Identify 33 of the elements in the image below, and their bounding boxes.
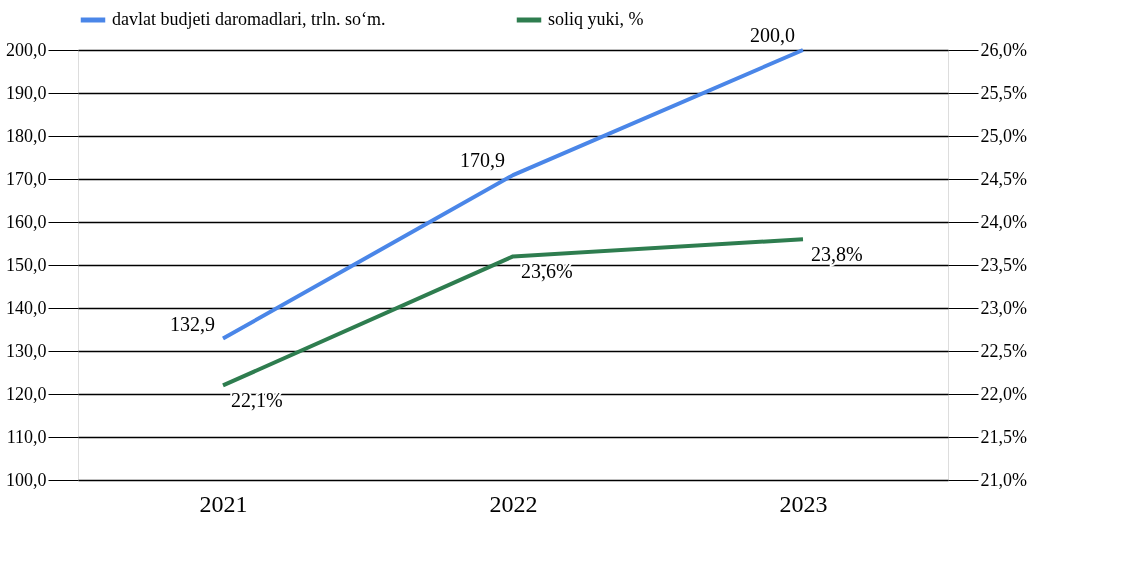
y2-tick-label: 23,5%: [980, 254, 1027, 275]
y2-tick-label: 24,5%: [980, 168, 1027, 189]
y2-tick-label: 23,0%: [980, 297, 1027, 318]
x-tick-label: 2023: [779, 490, 828, 517]
y-tick-label: 110,0: [6, 426, 47, 447]
y2-tick-label: 26,0%: [980, 39, 1027, 60]
y2-tick-label: 22,5%: [980, 340, 1027, 361]
data-label: 22,1%: [231, 389, 283, 412]
y2-tick-label: 21,0%: [980, 469, 1027, 490]
legend-label: soliq yuki, %: [548, 9, 644, 29]
y-tick-label: 160,0: [6, 211, 47, 232]
data-label: 23,6%: [521, 260, 573, 283]
data-label: 170,9: [460, 149, 505, 172]
y-tick-label: 180,0: [6, 125, 47, 146]
data-label: 132,9: [170, 312, 215, 335]
y-tick-label: 170,0: [6, 168, 47, 189]
y-tick-label: 200,0: [6, 39, 47, 60]
legend-label: davlat budjeti daromadlari, trln. so‘m.: [112, 9, 386, 29]
y-tick-label: 130,0: [6, 340, 47, 361]
y-tick-label: 120,0: [6, 383, 47, 404]
data-label: 200,0: [750, 24, 795, 46]
y-tick-label: 190,0: [6, 82, 47, 103]
y2-tick-label: 21,5%: [980, 426, 1027, 447]
y2-tick-label: 25,5%: [980, 82, 1027, 103]
y2-tick-label: 24,0%: [980, 211, 1027, 232]
x-tick-label: 2021: [199, 490, 248, 517]
y2-tick-label: 22,0%: [980, 383, 1027, 404]
y-tick-label: 100,0: [6, 469, 47, 490]
y-tick-label: 140,0: [6, 297, 47, 318]
y-tick-label: 150,0: [6, 254, 47, 275]
data-label: 23,8%: [811, 243, 863, 266]
y2-tick-label: 25,0%: [980, 125, 1027, 146]
x-tick-label: 2022: [489, 490, 538, 517]
